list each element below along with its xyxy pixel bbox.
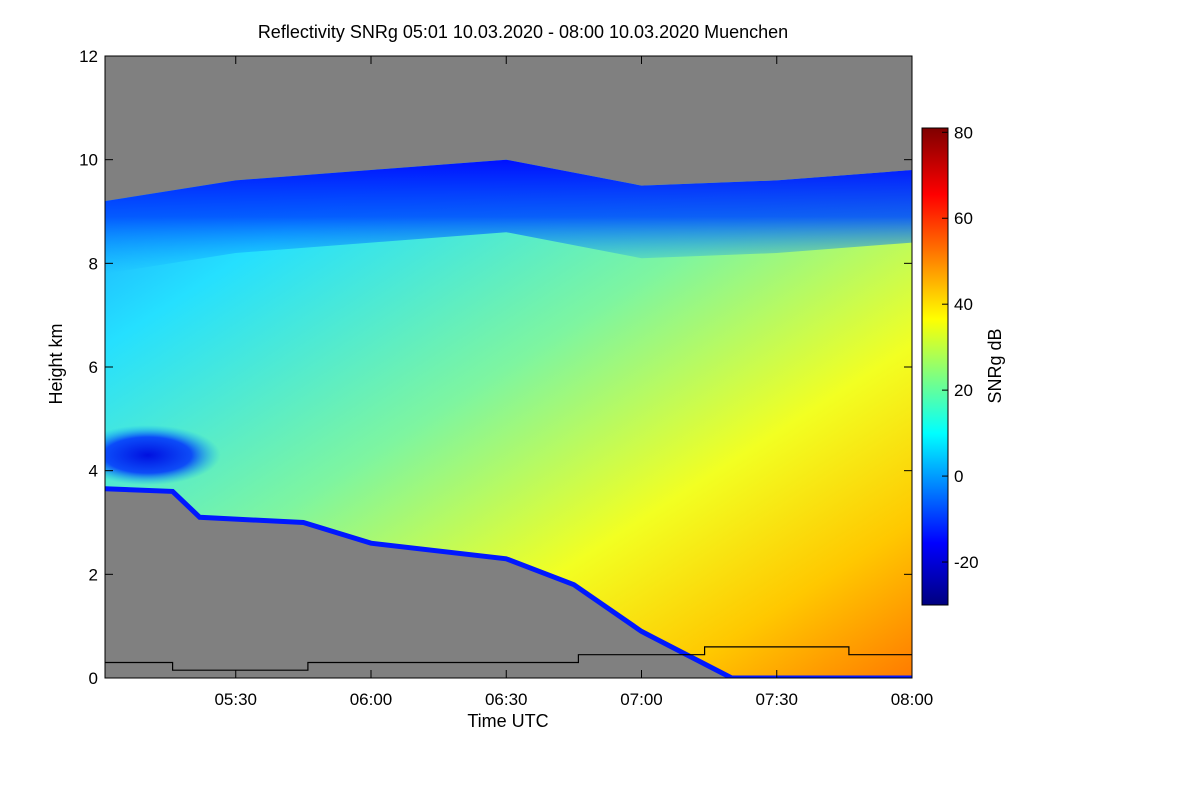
x-tick-label: 05:30 xyxy=(214,690,257,709)
colorbar-tick-label: 60 xyxy=(954,209,973,228)
x-tick-label: 07:30 xyxy=(755,690,798,709)
y-tick-label: 2 xyxy=(89,565,98,584)
colorbar-gradient xyxy=(921,127,949,606)
y-tick-label: 0 xyxy=(89,669,98,688)
y-tick-label: 8 xyxy=(89,254,98,273)
y-tick-label: 12 xyxy=(79,47,98,66)
colorbar-tick-label: 0 xyxy=(954,467,963,486)
colorbar-tick-label: 80 xyxy=(954,123,973,142)
y-tick-label: 4 xyxy=(89,462,98,481)
colorbar-label: SNRg dB xyxy=(985,328,1005,403)
x-axis-label: Time UTC xyxy=(467,711,548,731)
x-tick-label: 07:00 xyxy=(620,690,663,709)
x-axis: 05:30 06:00 06:30 07:00 07:30 08:00 xyxy=(214,56,933,709)
x-tick-label: 06:30 xyxy=(485,690,528,709)
y-tick-label: 6 xyxy=(89,358,98,377)
cloud-top-band xyxy=(105,159,912,274)
echo-field xyxy=(105,159,912,678)
upper-echo-layer xyxy=(105,425,221,486)
colorbar-tick-label: -20 xyxy=(954,553,979,572)
y-tick-label: 10 xyxy=(79,151,98,170)
colorbar-ticks: -20 0 20 40 60 80 xyxy=(942,123,979,572)
colorbar: -20 0 20 40 60 80 SNRg dB xyxy=(921,123,1005,606)
chart-title: Reflectivity SNRg 05:01 10.03.2020 - 08:… xyxy=(258,22,788,42)
plot-area: 05:30 06:00 06:30 07:00 07:30 08:00 0 2 4 6 8 10 12 xyxy=(79,47,933,709)
colorbar-tick-label: 40 xyxy=(954,295,973,314)
y-axis: 0 2 4 6 8 10 12 xyxy=(79,47,912,688)
melting-layer-line xyxy=(105,646,912,671)
x-tick-label: 08:00 xyxy=(891,690,934,709)
y-axis-label: Height km xyxy=(46,323,66,404)
x-tick-label: 06:00 xyxy=(350,690,393,709)
colorbar-tick-label: 20 xyxy=(954,381,973,400)
